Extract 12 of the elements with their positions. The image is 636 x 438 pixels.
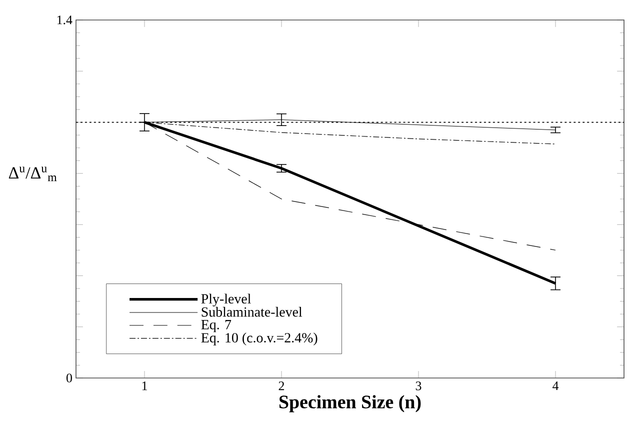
- y-tick-label: 1.4: [57, 16, 72, 24]
- x-axis-title: Specimen Size (n): [280, 395, 421, 412]
- y-tick-label: 0: [66, 374, 72, 382]
- x-tick-label: 4: [552, 382, 559, 390]
- x-tick-label: 2: [278, 382, 284, 390]
- legend-label: Eq. 10 (c.o.v.=2.4%): [201, 332, 318, 346]
- legend-label: Ply-level: [201, 294, 251, 306]
- y-axis-title: Δ$^{u}$/Δ$^{u}$m: [8, 166, 57, 182]
- x-tick-label: 1: [142, 382, 147, 390]
- legend-label: Eq. 7: [201, 320, 232, 332]
- x-tick-label: 3: [416, 382, 422, 390]
- legend-label: Sublaminate-level: [202, 306, 302, 317]
